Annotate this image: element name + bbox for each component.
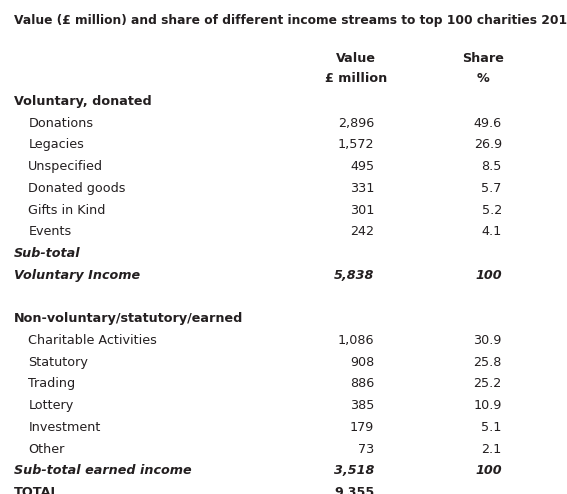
Text: Gifts in Kind: Gifts in Kind (28, 204, 105, 216)
Text: Donated goods: Donated goods (28, 182, 126, 195)
Text: 26.9: 26.9 (473, 138, 502, 151)
Text: TOTAL: TOTAL (14, 486, 60, 494)
Text: 100: 100 (475, 464, 502, 477)
Text: 73: 73 (358, 443, 374, 455)
Text: Voluntary Income: Voluntary Income (14, 269, 140, 282)
Text: Investment: Investment (28, 421, 101, 434)
Text: 5.1: 5.1 (481, 421, 502, 434)
Text: 2.1: 2.1 (481, 443, 502, 455)
Text: 242: 242 (350, 225, 374, 238)
Text: 301: 301 (350, 204, 374, 216)
Text: 1,572: 1,572 (338, 138, 374, 151)
Text: 2,896: 2,896 (338, 117, 374, 129)
Text: Statutory: Statutory (28, 356, 88, 369)
Text: 495: 495 (350, 160, 374, 173)
Text: Non-voluntary/statutory/earned: Non-voluntary/statutory/earned (14, 312, 244, 325)
Text: Voluntary, donated: Voluntary, donated (14, 95, 152, 108)
Text: 179: 179 (350, 421, 374, 434)
Text: 25.2: 25.2 (473, 377, 502, 390)
Text: Donations: Donations (28, 117, 94, 129)
Text: 49.6: 49.6 (473, 117, 502, 129)
Text: 331: 331 (350, 182, 374, 195)
Text: 5.2: 5.2 (481, 204, 502, 216)
Text: 30.9: 30.9 (473, 334, 502, 347)
Text: Legacies: Legacies (28, 138, 84, 151)
Text: 8.5: 8.5 (481, 160, 502, 173)
Text: Charitable Activities: Charitable Activities (28, 334, 157, 347)
Text: 25.8: 25.8 (473, 356, 502, 369)
Text: 1,086: 1,086 (338, 334, 374, 347)
Text: Trading: Trading (28, 377, 75, 390)
Text: 385: 385 (350, 399, 374, 412)
Text: 9,355: 9,355 (334, 486, 374, 494)
Text: Share: Share (463, 52, 504, 65)
Text: 100: 100 (475, 269, 502, 282)
Text: Events: Events (28, 225, 71, 238)
Text: Unspecified: Unspecified (28, 160, 103, 173)
Text: 4.1: 4.1 (481, 225, 502, 238)
Text: Lottery: Lottery (28, 399, 74, 412)
Text: 886: 886 (350, 377, 374, 390)
Text: %: % (477, 72, 490, 84)
Text: Sub-total earned income: Sub-total earned income (14, 464, 192, 477)
Text: Sub-total: Sub-total (14, 247, 81, 260)
Text: £ million: £ million (325, 72, 387, 84)
Text: 3,518: 3,518 (334, 464, 374, 477)
Text: Value: Value (336, 52, 376, 65)
Text: Other: Other (28, 443, 65, 455)
Text: 5.7: 5.7 (481, 182, 502, 195)
Text: 908: 908 (350, 356, 374, 369)
Text: 5,838: 5,838 (334, 269, 374, 282)
Text: 10.9: 10.9 (473, 399, 502, 412)
Text: Value (£ million) and share of different income streams to top 100 charities 201: Value (£ million) and share of different… (14, 14, 567, 27)
